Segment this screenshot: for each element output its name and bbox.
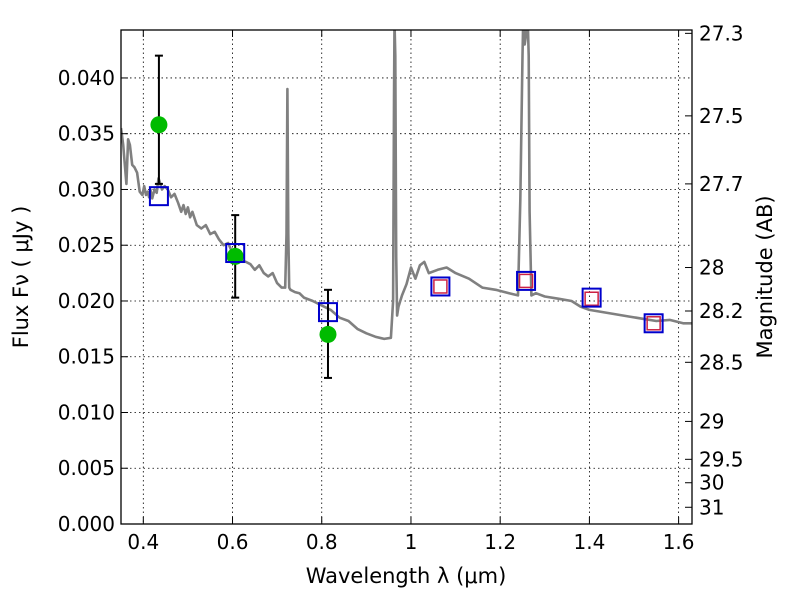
x-tick-label: 0.4: [127, 530, 159, 554]
x-axis-title: Wavelength λ (μm): [306, 564, 507, 588]
right-tick-label: 29: [699, 409, 724, 433]
plot-frame: [120, 29, 693, 525]
right-tick-label: 27.3: [699, 21, 744, 45]
right-tick-label: 28.5: [699, 350, 744, 374]
y-axis-right-title: Magnitude (AB): [753, 195, 777, 358]
right-tick-label: 28: [699, 256, 724, 280]
right-tick-label: 29.5: [699, 447, 744, 471]
x-tick-label: 0.8: [306, 530, 338, 554]
predicted-square: [433, 279, 448, 294]
model-photometry-square: [317, 302, 338, 323]
axis-ticks: [121, 30, 692, 525]
x-tick-label: 1.2: [484, 530, 516, 554]
model-photometry-square: [225, 243, 246, 264]
x-tick-label: 1: [405, 530, 418, 554]
x-tick-label: 0.6: [217, 530, 249, 554]
model-photometry-square: [148, 186, 169, 207]
y-tick-label: 0.020: [58, 289, 115, 313]
y-tick-label: 0.025: [58, 233, 115, 257]
right-tick-label: 27.7: [699, 172, 744, 196]
model-photometry-square: [643, 313, 664, 334]
y-tick-label: 0.035: [58, 122, 115, 146]
right-tick-label: 28.2: [699, 299, 744, 323]
y-tick-label: 0.030: [58, 177, 115, 201]
y-tick-label: 0.015: [58, 345, 115, 369]
y-tick-label: 0.040: [58, 66, 115, 90]
plot-background: [121, 30, 692, 524]
model-photometry-square: [430, 276, 451, 297]
predicted-square: [646, 316, 661, 331]
right-tick-label: 31: [699, 495, 724, 519]
observed-point: [226, 247, 244, 265]
x-tick-label: 1.4: [573, 530, 605, 554]
model-photometry-square: [581, 287, 602, 308]
y-tick-label: 0.010: [58, 400, 115, 424]
right-tick-label: 30: [699, 471, 724, 495]
observed-point: [319, 325, 337, 343]
plot-series: [121, 30, 692, 379]
x-tick-label: 1.6: [663, 530, 695, 554]
model-photometry-square: [516, 270, 537, 291]
y-axis-title: Flux Fν ( μJy ): [9, 206, 33, 349]
y-tick-label: 0.000: [58, 512, 115, 536]
grid-lines: [121, 30, 692, 524]
predicted-square: [584, 291, 599, 306]
y-tick-label: 0.005: [58, 456, 115, 480]
tick-labels: 0.4 0.6 0.8 1 1.2 1.4 1.6 0.000 0.005 0.010 0.015 0…: [58, 21, 744, 554]
predicted-square: [518, 273, 534, 289]
observed-point: [150, 116, 168, 134]
right-tick-label: 27.5: [699, 104, 744, 128]
